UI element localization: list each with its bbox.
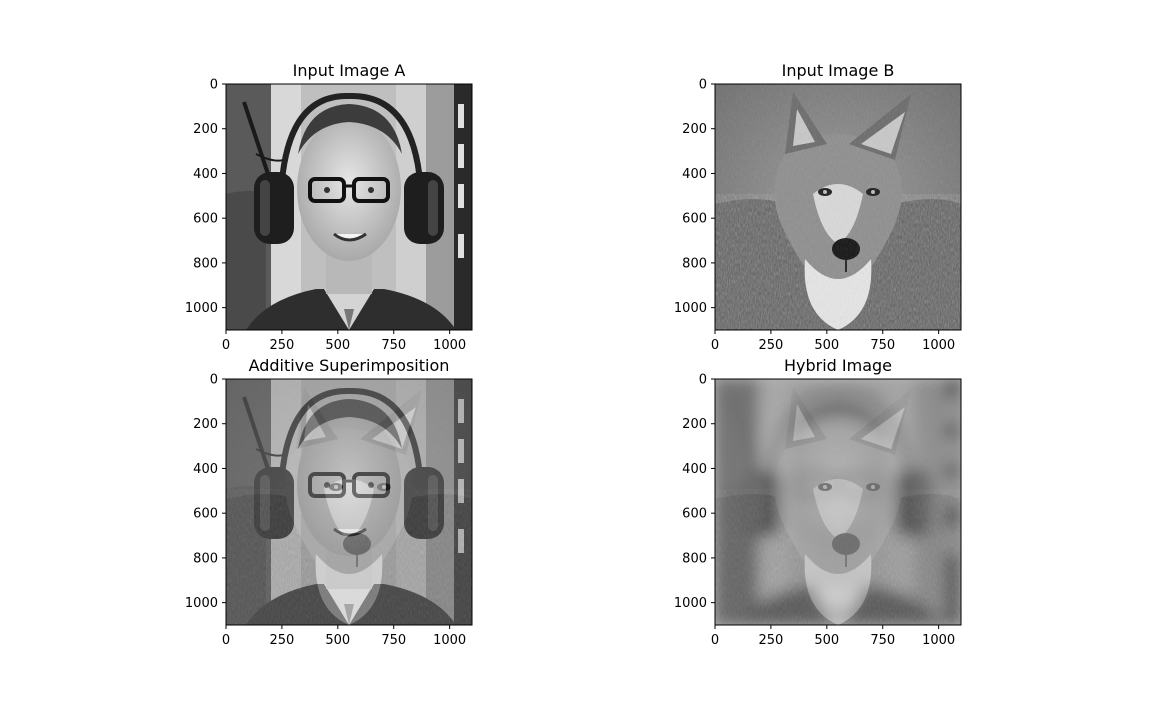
- hybrid-image-ytick-label: 1000: [674, 596, 707, 611]
- input-image-b-xtick-label: 0: [711, 338, 719, 353]
- input-image-a-xtick-label: 1000: [433, 338, 466, 353]
- hybrid-image-ytick-label: 0: [699, 373, 707, 388]
- input-image-a-panel: Input Image A 0 250 500 750 1000 0 200 400 600 800…: [185, 61, 473, 353]
- input-image-a-xtick-label: 0: [222, 338, 230, 353]
- input-image-a-ytick-label: 400: [193, 167, 218, 182]
- input-image-b-ytick-label: 600: [682, 212, 707, 227]
- additive-superimposition-ytick-label: 200: [193, 417, 218, 432]
- hybrid-image-xtick-label: 0: [711, 633, 719, 648]
- hybrid-image-xtick-label: 1000: [922, 633, 955, 648]
- hybrid-image-title: Hybrid Image: [784, 356, 892, 375]
- additive-superimposition-panel: Additive Superimposition 0 250 500 750 1000 0 2…: [185, 356, 473, 648]
- additive-superimposition-xtick-label: 0: [222, 633, 230, 648]
- input-image-b-frame: [714, 83, 962, 331]
- input-image-a-image: [226, 84, 472, 330]
- additive-superimposition-ytick-label: 800: [193, 551, 218, 566]
- input-image-b-xtick-label: 1000: [922, 338, 955, 353]
- input-image-b-ytick-label: 400: [682, 167, 707, 182]
- hybrid-image-image: [715, 379, 961, 625]
- input-image-b-ytick-label: 0: [699, 78, 707, 93]
- additive-superimposition-frame: [225, 378, 473, 626]
- hybrid-image-ytick-label: 600: [682, 507, 707, 522]
- input-image-b-xtick-label: 750: [870, 338, 895, 353]
- additive-superimposition-title: Additive Superimposition: [249, 356, 450, 375]
- input-image-b-panel: Input Image B 0 250 500 750 1000 0 200 400 600 800…: [674, 61, 962, 353]
- input-image-a-xtick-label: 750: [381, 338, 406, 353]
- additive-superimposition-xtick-label: 250: [269, 633, 294, 648]
- input-image-b-xtick-label: 500: [814, 338, 839, 353]
- input-image-b-xtick-label: 250: [758, 338, 783, 353]
- additive-superimposition-ytick-label: 600: [193, 507, 218, 522]
- hybrid-image-ytick-label: 800: [682, 551, 707, 566]
- input-image-a-ytick-label: 200: [193, 122, 218, 137]
- additive-superimposition-xtick-label: 500: [325, 633, 350, 648]
- hybrid-image-xtick-label: 250: [758, 633, 783, 648]
- additive-superimposition-ytick-label: 1000: [185, 596, 218, 611]
- hybrid-image-ytick-label: 200: [682, 417, 707, 432]
- additive-superimposition-ytick-label: 0: [210, 373, 218, 388]
- hybrid-image-frame: [714, 378, 962, 626]
- input-image-a-ytick-label: 0: [210, 78, 218, 93]
- additive-superimposition-ytick-label: 400: [193, 462, 218, 477]
- additive-superimposition-xtick-label: 1000: [433, 633, 466, 648]
- input-image-b-ytick-label: 800: [682, 256, 707, 271]
- input-image-b-ytick-label: 200: [682, 122, 707, 137]
- input-image-a-xtick-label: 500: [325, 338, 350, 353]
- additive-superimposition-image: [226, 379, 472, 625]
- input-image-a-xtick-label: 250: [269, 338, 294, 353]
- input-image-a-ytick-label: 600: [193, 212, 218, 227]
- input-image-a-ytick-label: 1000: [185, 301, 218, 316]
- input-image-b-ytick-label: 1000: [674, 301, 707, 316]
- hybrid-image-ytick-label: 400: [682, 462, 707, 477]
- hybrid-image-xtick-label: 500: [814, 633, 839, 648]
- input-image-a-ytick-label: 800: [193, 256, 218, 271]
- hybrid-image-panel: Hybrid Image 0 250 500 750 1000 0 200 400 600 800 1…: [674, 356, 962, 648]
- input-image-a-title: Input Image A: [293, 61, 406, 80]
- additive-superimposition-xtick-label: 750: [381, 633, 406, 648]
- hybrid-image-xtick-label: 750: [870, 633, 895, 648]
- input-image-a-frame: [225, 83, 473, 331]
- input-image-b-title: Input Image B: [782, 61, 895, 80]
- input-image-b-image: [715, 84, 961, 330]
